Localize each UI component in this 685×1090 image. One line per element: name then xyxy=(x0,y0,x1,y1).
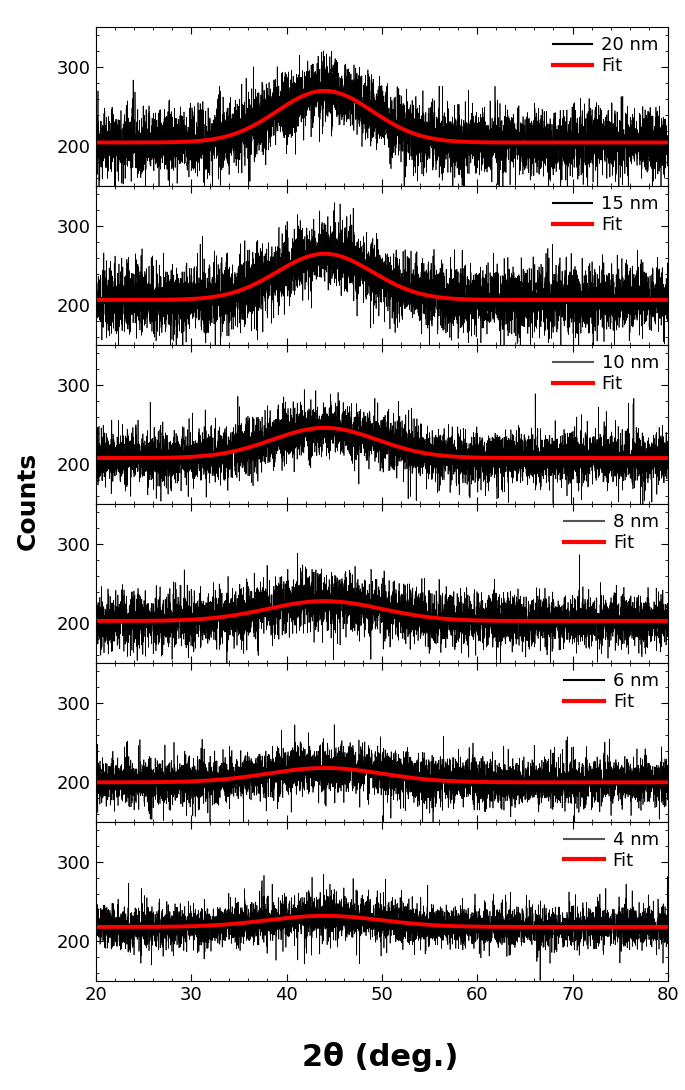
Legend: 10 nm, Fit: 10 nm, Fit xyxy=(549,351,662,397)
Legend: 20 nm, Fit: 20 nm, Fit xyxy=(549,33,662,78)
Text: Counts: Counts xyxy=(15,452,40,550)
Legend: 4 nm, Fit: 4 nm, Fit xyxy=(560,827,662,873)
Legend: 6 nm, Fit: 6 nm, Fit xyxy=(560,668,662,714)
Legend: 15 nm, Fit: 15 nm, Fit xyxy=(549,192,662,238)
Legend: 8 nm, Fit: 8 nm, Fit xyxy=(560,509,662,556)
Text: 2θ (deg.): 2θ (deg.) xyxy=(302,1042,458,1073)
